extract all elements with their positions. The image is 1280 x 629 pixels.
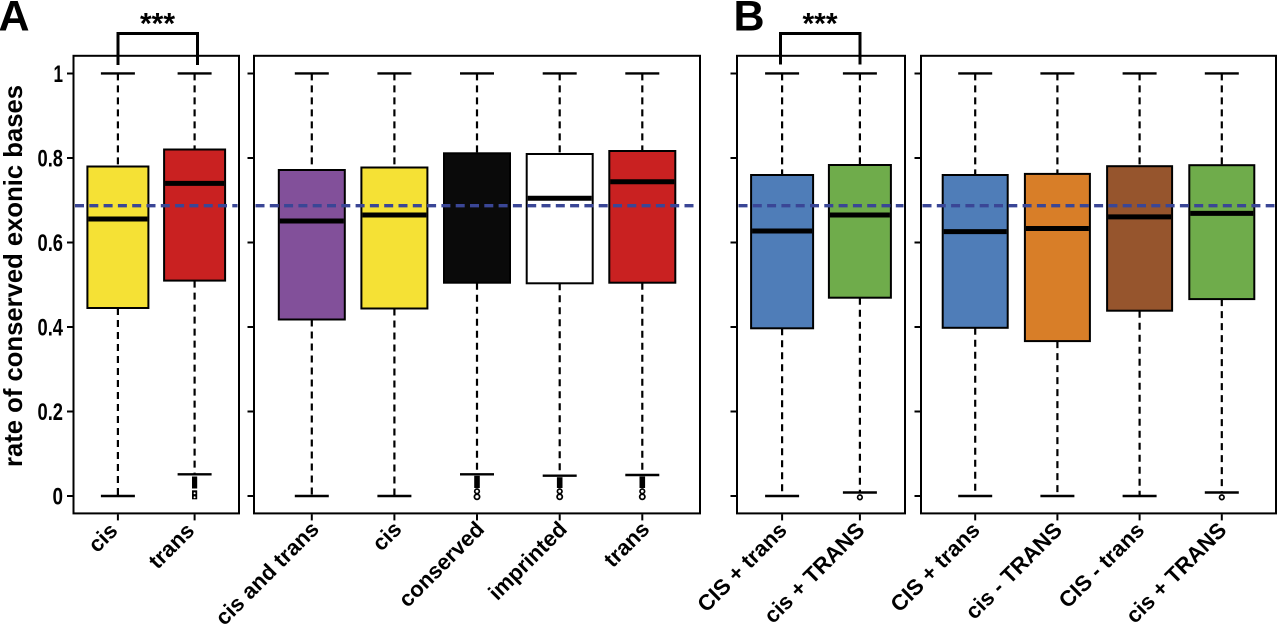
svg-text:0.2: 0.2 [38,399,64,426]
svg-text:0: 0 [53,484,64,511]
svg-text:A: A [0,0,30,41]
svg-text:0.4: 0.4 [38,315,64,342]
svg-text:B: B [734,0,765,41]
svg-text:0.8: 0.8 [38,146,64,173]
svg-text:1: 1 [54,61,64,88]
svg-text:***: *** [802,8,837,41]
svg-text:***: *** [140,8,175,41]
svg-text:rate of conserved exonic bases: rate of conserved exonic bases [0,85,28,467]
svg-text:0.6: 0.6 [38,230,64,257]
